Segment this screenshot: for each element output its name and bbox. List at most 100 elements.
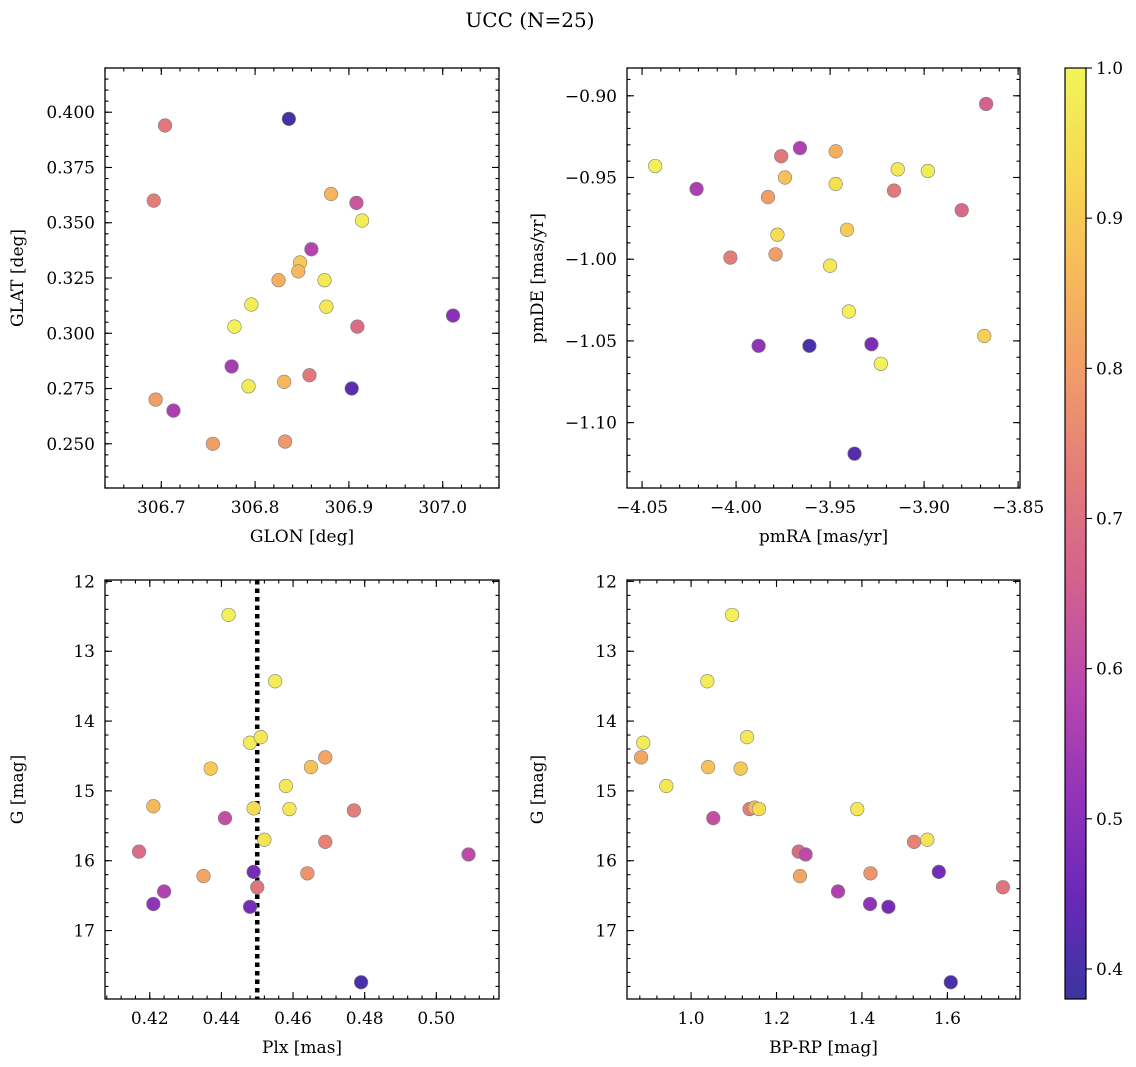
- colorbar-tick-label: 0.9: [1096, 209, 1123, 229]
- scatter-point: [196, 868, 211, 884]
- scatter-point: [146, 896, 161, 912]
- x-tick-label: 1.4: [848, 1009, 875, 1029]
- scatter-point: [906, 834, 922, 849]
- scatter-point: [277, 374, 292, 389]
- y-tick-label: 13: [73, 642, 95, 662]
- scatter-point: [253, 730, 268, 745]
- scatter-point: [768, 247, 783, 262]
- y-axis-label: G [mag]: [8, 755, 28, 824]
- scatter-point: [242, 899, 258, 914]
- scatter-point: [246, 801, 261, 816]
- scatter-point: [268, 674, 283, 689]
- y-tick-label: −0.95: [565, 168, 617, 188]
- y-tick-label: 16: [73, 852, 95, 872]
- colorbar-tick-label: 0.6: [1096, 660, 1123, 680]
- scatter-point: [278, 434, 293, 449]
- scatter-point: [841, 304, 856, 319]
- panel-pmra-pmde: −4.05 −4.00 −3.95 −3.90 −3.85 −1.10 −1.05 −1.00…: [528, 67, 1044, 547]
- y-tick-label: 0.375: [46, 158, 95, 178]
- scatter-point: [636, 735, 651, 750]
- scatter-point: [920, 163, 935, 179]
- scatter-point: [798, 847, 813, 862]
- y-tick-label: 15: [73, 782, 95, 802]
- scatter-point: [792, 868, 808, 884]
- scatter-point: [828, 144, 843, 159]
- y-axis-label: pmDE [mas/yr]: [528, 213, 548, 343]
- scatter-point: [131, 844, 147, 859]
- scatter-point: [302, 368, 317, 383]
- y-tick-label: 17: [595, 922, 617, 942]
- scatter-point: [205, 436, 220, 451]
- x-tick-label: 0.44: [202, 1009, 240, 1029]
- scatter-point: [830, 884, 846, 899]
- y-tick-label: −0.90: [565, 87, 617, 107]
- scatter-point: [724, 607, 740, 623]
- axes-frame: [626, 579, 1021, 1000]
- colorbar-tick-label: 0.8: [1096, 359, 1123, 379]
- scatter-point: [221, 607, 236, 623]
- x-tick-label: 1.0: [678, 1009, 705, 1029]
- scatter-point: [701, 760, 716, 775]
- scatter-point: [739, 730, 755, 745]
- x-tick-label: 0.48: [346, 1009, 384, 1029]
- scatter-point: [157, 118, 173, 133]
- y-tick-label: 0.300: [46, 324, 95, 344]
- scatter-point: [224, 359, 239, 374]
- y-tick-label: 12: [595, 572, 617, 592]
- scatter-point: [344, 381, 359, 396]
- scatter-point: [148, 392, 163, 407]
- x-tick-label: 306.8: [231, 498, 280, 518]
- x-tick-label: 1.2: [763, 1009, 790, 1029]
- scatter-point: [863, 866, 878, 881]
- x-tick-label: 1.6: [934, 1009, 961, 1029]
- scatter-point: [304, 242, 319, 257]
- x-tick-label: 307.0: [418, 498, 467, 518]
- y-tick-label: 0.400: [46, 103, 95, 123]
- scatter-point: [723, 250, 738, 265]
- scatter-point: [873, 356, 888, 371]
- scatter-point: [318, 834, 333, 849]
- scatter-point: [291, 264, 306, 279]
- scatter-point: [319, 299, 334, 314]
- scatter-point: [850, 801, 865, 817]
- x-tick-label: 306.9: [325, 498, 374, 518]
- scatter-point: [354, 975, 369, 990]
- scatter-point: [977, 328, 992, 344]
- colorbar-tick-label: 0.4: [1096, 960, 1123, 980]
- scatter-point: [700, 674, 715, 689]
- scatter-point: [979, 96, 994, 112]
- scatter-point: [774, 149, 789, 164]
- y-tick-label: 0.325: [46, 269, 95, 289]
- y-axis-label: G [mag]: [528, 755, 548, 824]
- scatter-point: [881, 899, 896, 914]
- y-axis-label: GLAT [deg]: [8, 229, 28, 327]
- scatter-point: [886, 183, 902, 198]
- scatter-point: [278, 778, 293, 794]
- x-tick-label: −4.00: [710, 498, 762, 518]
- x-axis-label: pmRA [mas/yr]: [759, 527, 888, 547]
- colorbar-tick-label: 0.5: [1096, 810, 1123, 830]
- x-axis-label: BP-RP [mag]: [769, 1038, 878, 1058]
- panel-plx-g: 0.42 0.44 0.46 0.48 0.50 12 13 14 15 16 17 Plx [mas…: [8, 572, 500, 1058]
- scatter-point: [227, 319, 242, 334]
- panel-glon-glat: 306.7 306.8 306.9 307.0 0.250 0.275 0.300 0.325…: [8, 67, 500, 547]
- scatter-point: [733, 761, 748, 776]
- scatter-point: [300, 866, 315, 881]
- scatter-point: [282, 801, 297, 817]
- scatter-point: [246, 864, 261, 880]
- scatter-point: [931, 864, 946, 880]
- scatter-point: [323, 186, 339, 202]
- y-tick-label: 13: [595, 642, 617, 662]
- scatter-point: [751, 801, 767, 817]
- scatter-point: [822, 258, 838, 273]
- scatter-point: [217, 811, 233, 826]
- scatter-point: [920, 832, 935, 847]
- scatter-point: [146, 193, 161, 208]
- y-tick-label: 14: [595, 712, 617, 732]
- scatter-point: [995, 880, 1011, 895]
- scatter-point: [890, 162, 905, 177]
- scatter-point: [318, 750, 333, 765]
- scatter-point: [839, 222, 855, 237]
- scatter-point: [354, 213, 370, 228]
